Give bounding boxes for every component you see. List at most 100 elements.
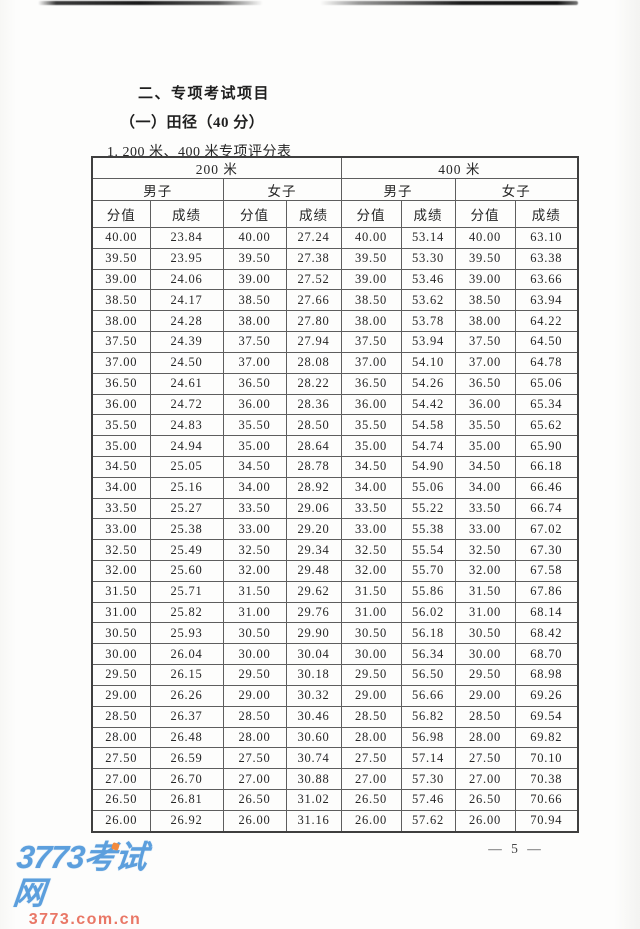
result-column-header: 成绩 [149,200,224,228]
result-column-header: 成绩 [285,200,342,228]
score-cell: 39.50 [91,247,151,270]
result-cell: 66.18 [514,455,579,478]
result-cell: 64.22 [514,310,579,333]
table-row: 34.50 25.05 34.50 28.78 34.50 54.90 34.50 66.18 [91,455,579,478]
result-cell: 65.34 [514,393,579,416]
result-cell: 26.04 [149,643,224,666]
table-row: 26.50 26.81 26.50 31.02 26.50 57.46 26.50 70.66 [91,788,579,811]
table-row: 32.00 25.60 32.00 29.48 32.00 55.70 32.00 67.58 [91,560,579,582]
result-cell: 23.95 [149,247,224,270]
score-cell: 40.00 [222,227,287,249]
table-row: 39.50 23.95 39.50 27.38 39.50 53.30 39.50 63.38 [91,247,579,270]
result-cell: 55.38 [400,518,456,541]
score-cell: 26.50 [454,788,516,811]
score-cell: 33.00 [91,518,151,541]
table-row: 36.00 24.72 36.00 28.36 36.00 54.42 36.00 65.34 [91,393,579,416]
result-cell: 55.54 [400,539,456,561]
table-row: 36.50 24.61 36.50 28.22 36.50 54.26 36.50 65.06 [91,372,579,395]
score-cell: 31.00 [222,601,287,624]
score-cell: 39.00 [91,268,151,291]
score-cell: 31.00 [340,601,402,624]
score-cell: 30.00 [91,643,151,666]
table-row: 35.00 24.94 35.00 28.64 35.00 54.74 35.00 65.90 [91,435,579,457]
result-cell: 24.94 [149,435,224,457]
score-cell: 35.50 [454,414,516,437]
score-cell: 35.00 [454,435,516,457]
score-cell: 36.00 [91,393,151,416]
score-cell: 40.00 [454,227,516,249]
score-cell: 27.50 [91,747,151,770]
result-cell: 70.66 [514,788,579,811]
result-cell: 70.38 [514,768,579,790]
score-cell: 26.00 [91,809,151,833]
table-row: 30.50 25.93 30.50 29.90 30.50 56.18 30.50 68.42 [91,622,579,645]
result-cell: 29.34 [285,539,342,561]
score-cell: 30.50 [222,622,287,645]
score-cell: 38.50 [91,289,151,312]
table-row-events: 200 米 400 米 [91,156,579,179]
table-row: 29.50 26.15 29.50 30.18 29.50 56.50 29.50 68.98 [91,664,579,686]
logo-text: 3773考试网 [11,839,148,911]
score-cell: 29.00 [454,684,516,707]
score-cell: 33.00 [340,518,402,541]
result-cell: 30.74 [285,747,342,770]
score-cell: 32.00 [222,560,287,582]
score-cell: 29.50 [91,664,151,686]
gender-header: 女子 [454,178,579,201]
result-column-header: 成绩 [514,200,579,228]
result-cell: 27.94 [285,331,342,353]
score-cell: 39.00 [222,268,287,291]
table-row: 40.00 23.84 40.00 27.24 40.00 53.14 40.00 63.10 [91,227,579,249]
score-column-header: 分值 [454,200,516,228]
result-cell: 54.74 [400,435,456,457]
result-cell: 30.60 [285,726,342,749]
result-cell: 24.83 [149,414,224,437]
score-cell: 29.00 [340,684,402,707]
result-cell: 55.06 [400,476,456,499]
score-cell: 31.50 [91,580,151,603]
result-cell: 68.70 [514,643,579,666]
score-cell: 28.50 [340,705,402,728]
result-cell: 67.58 [514,560,579,582]
table-row-column-headers: 分值 成绩 分值 成绩 分值 成绩 分值 成绩 [91,200,579,228]
gender-header: 男子 [340,178,456,201]
score-cell: 28.00 [340,726,402,749]
result-cell: 24.17 [149,289,224,312]
score-cell: 30.50 [91,622,151,645]
table-row: 33.00 25.38 33.00 29.20 33.00 55.38 33.00 67.02 [91,518,579,541]
score-cell: 31.50 [340,580,402,603]
score-cell: 26.00 [340,809,402,833]
result-cell: 25.49 [149,539,224,561]
result-cell: 24.39 [149,331,224,353]
score-cell: 35.00 [222,435,287,457]
score-cell: 38.00 [340,310,402,333]
result-cell: 29.76 [285,601,342,624]
score-cell: 36.50 [222,372,287,395]
result-cell: 57.46 [400,788,456,811]
score-cell: 33.50 [222,497,287,520]
result-cell: 63.66 [514,268,579,291]
result-cell: 67.30 [514,539,579,561]
table-row: 28.50 26.37 28.50 30.46 28.50 56.82 28.50 69.54 [91,705,579,728]
result-cell: 69.54 [514,705,579,728]
score-cell: 32.00 [91,560,151,582]
score-cell: 38.00 [222,310,287,333]
score-cell: 34.50 [91,455,151,478]
table-row: 31.00 25.82 31.00 29.76 31.00 56.02 31.00 68.14 [91,601,579,624]
result-cell: 53.94 [400,331,456,353]
score-cell: 30.00 [454,643,516,666]
score-cell: 36.00 [222,393,287,416]
score-cell: 33.50 [340,497,402,520]
result-cell: 65.90 [514,435,579,457]
score-table: 200 米 400 米 男子 女子 男子 女子 分值 成绩 分值 成绩 分值 成绩 分值 成绩 40… [91,156,579,833]
result-cell: 25.05 [149,455,224,478]
table-row: 27.50 26.59 27.50 30.74 27.50 57.14 27.50 70.10 [91,747,579,770]
score-cell: 26.50 [91,788,151,811]
document-page: 二、专项考试项目 （一）田径（40 分） 1. 200 米、400 米专项评分表… [11,1,579,928]
result-cell: 70.10 [514,747,579,770]
result-cell: 27.80 [285,310,342,333]
score-cell: 32.00 [340,560,402,582]
score-cell: 40.00 [91,227,151,249]
score-cell: 36.50 [340,372,402,395]
score-cell: 38.50 [340,289,402,312]
